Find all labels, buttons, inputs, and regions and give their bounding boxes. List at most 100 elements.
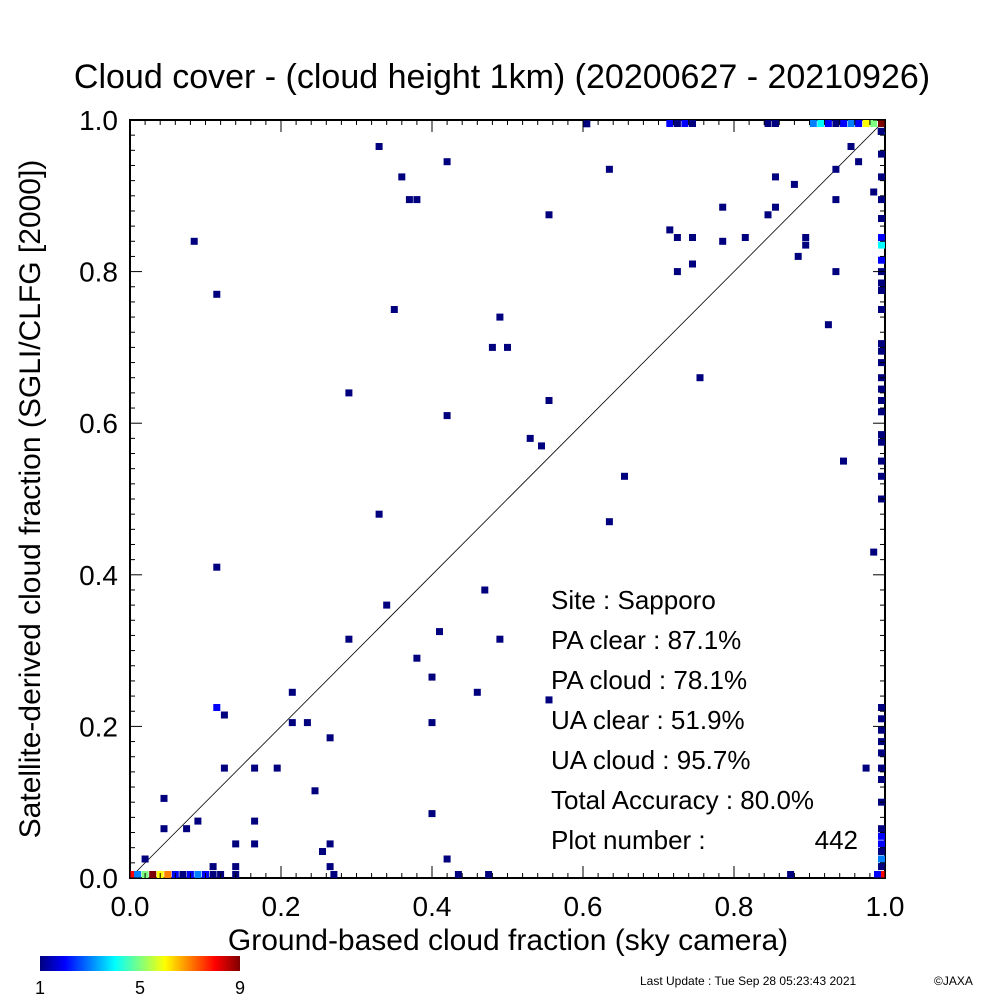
y-tick-label: 0.8 xyxy=(79,257,118,288)
data-point xyxy=(878,472,885,480)
data-point xyxy=(855,120,863,127)
data-point xyxy=(179,871,187,878)
plot-number-label: Plot number : xyxy=(551,825,706,855)
data-point xyxy=(673,234,681,241)
data-point xyxy=(383,601,391,609)
data-point xyxy=(273,764,281,772)
data-point xyxy=(878,196,885,204)
data-point xyxy=(375,143,383,150)
data-point xyxy=(696,374,704,382)
data-point xyxy=(824,321,832,329)
data-point xyxy=(847,120,855,127)
data-point xyxy=(213,704,221,711)
data-point xyxy=(251,817,259,825)
data-point xyxy=(232,840,240,848)
y-tick-label: 0.2 xyxy=(79,711,118,742)
data-point xyxy=(719,203,727,211)
data-point xyxy=(878,287,885,294)
data-point xyxy=(538,442,545,450)
data-point xyxy=(878,306,885,313)
data-point xyxy=(288,688,296,696)
data-point xyxy=(878,832,885,840)
y-tick-label: 1.0 xyxy=(79,105,118,136)
x-tick-label: 0.8 xyxy=(715,891,754,922)
data-point xyxy=(413,654,421,662)
data-point xyxy=(862,120,870,127)
data-point xyxy=(288,719,296,727)
data-point xyxy=(666,120,674,127)
data-point xyxy=(545,211,553,219)
data-point xyxy=(878,279,885,287)
x-axis-tick-labels: 0.0 0.2 0.4 0.6 0.8 1.0 xyxy=(111,891,905,922)
y-tick-label: 0.4 xyxy=(79,560,118,591)
data-point xyxy=(428,719,436,727)
y-tick-label: 0.0 xyxy=(79,863,118,894)
last-update-text: Last Update : Tue Sep 28 05:23:43 2021 xyxy=(640,974,856,988)
data-point xyxy=(526,434,534,442)
data-point xyxy=(209,863,217,871)
data-point xyxy=(605,165,613,173)
data-point xyxy=(689,234,696,241)
data-point xyxy=(878,431,885,439)
data-point xyxy=(134,871,142,878)
stat-line: Total Accuracy : 80.0% xyxy=(551,785,814,815)
data-point xyxy=(878,871,885,878)
data-point xyxy=(802,234,810,241)
x-tick-label: 1.0 xyxy=(866,891,905,922)
data-point xyxy=(345,635,353,643)
data-point xyxy=(390,306,398,313)
data-point xyxy=(787,871,795,878)
chart-title: Cloud cover - (cloud height 1km) (202006… xyxy=(74,58,930,96)
data-point xyxy=(473,688,481,696)
data-point xyxy=(878,385,885,393)
data-point xyxy=(485,871,493,878)
y-tick-label: 0.6 xyxy=(79,408,118,439)
data-point xyxy=(855,158,863,166)
data-point xyxy=(764,120,772,127)
data-point xyxy=(345,389,353,397)
x-tick-label: 0.2 xyxy=(262,891,301,922)
x-axis-label: Ground-based cloud fraction (sky camera) xyxy=(228,924,788,957)
data-point xyxy=(481,586,489,594)
colorbar-label: 9 xyxy=(235,978,245,998)
data-point xyxy=(878,840,885,848)
data-point xyxy=(832,120,840,127)
data-point xyxy=(583,120,591,128)
data-point xyxy=(772,120,779,127)
data-point xyxy=(870,548,878,556)
data-point xyxy=(673,120,681,127)
data-point xyxy=(832,268,840,276)
data-point xyxy=(878,863,885,871)
data-point xyxy=(689,120,696,127)
stat-line: UA clear : 51.9% xyxy=(551,705,745,735)
x-tick-label: 0.0 xyxy=(111,891,150,922)
data-point xyxy=(149,871,157,878)
data-point xyxy=(878,715,885,723)
data-point xyxy=(405,196,413,204)
data-point xyxy=(443,412,451,420)
data-point xyxy=(545,397,553,404)
data-point xyxy=(764,211,772,219)
data-point xyxy=(862,764,870,772)
data-point xyxy=(878,749,885,757)
data-point xyxy=(878,397,885,404)
data-point xyxy=(666,226,674,234)
data-point xyxy=(741,234,749,241)
statistics-panel: Site : Sapporo PA clear : 87.1% PA cloud :… xyxy=(551,585,858,855)
data-point xyxy=(802,241,810,249)
data-point xyxy=(878,234,885,241)
data-point xyxy=(488,343,496,351)
data-point xyxy=(878,825,885,833)
data-point xyxy=(209,871,217,878)
stat-line: Site : Sapporo xyxy=(551,585,716,615)
data-point xyxy=(232,863,240,871)
data-point xyxy=(772,203,779,211)
stat-line: PA clear : 87.1% xyxy=(551,625,741,655)
data-point xyxy=(496,635,504,643)
data-point xyxy=(878,855,885,863)
data-point xyxy=(878,347,885,355)
data-point xyxy=(621,472,628,480)
axis-ticks xyxy=(129,119,886,879)
data-point xyxy=(194,871,202,878)
